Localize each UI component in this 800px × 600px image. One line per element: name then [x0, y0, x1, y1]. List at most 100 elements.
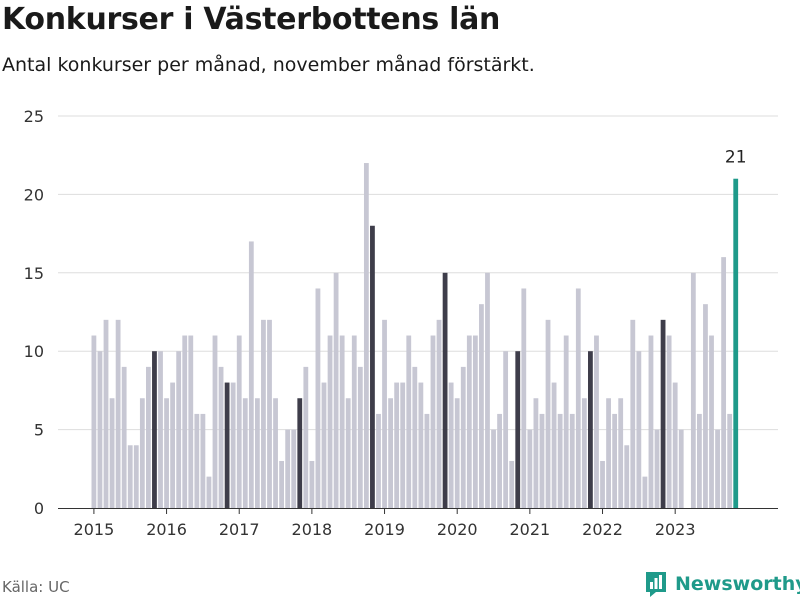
bar — [188, 335, 194, 508]
bar — [357, 366, 363, 508]
bar — [182, 335, 188, 508]
bar — [654, 429, 660, 508]
bar — [363, 163, 369, 509]
bar — [230, 382, 236, 508]
bar — [690, 272, 696, 508]
bar — [521, 288, 527, 508]
bar — [285, 429, 291, 508]
bar — [194, 413, 200, 508]
bar — [485, 272, 490, 508]
bar — [333, 272, 339, 508]
bar — [721, 257, 727, 508]
bar — [279, 460, 285, 508]
bar — [254, 398, 260, 508]
bar — [503, 351, 509, 508]
bar — [388, 398, 393, 508]
bar — [678, 429, 684, 508]
bar — [127, 445, 133, 508]
bar — [152, 351, 157, 508]
bar — [291, 429, 297, 508]
bar — [479, 304, 484, 508]
bar — [339, 335, 345, 508]
bar — [454, 398, 460, 508]
bar — [472, 335, 478, 508]
bar — [636, 351, 642, 508]
bar — [600, 460, 605, 508]
bar — [709, 335, 714, 508]
bar — [594, 335, 599, 508]
bar — [497, 413, 502, 508]
bar — [273, 398, 278, 508]
bar — [303, 366, 309, 508]
bar — [248, 241, 254, 508]
bar — [727, 413, 733, 508]
bar — [406, 335, 412, 508]
bar — [424, 413, 430, 508]
x-tick-label: 2015 — [74, 520, 115, 539]
bar — [133, 445, 139, 508]
bar — [642, 476, 648, 508]
bar — [236, 335, 242, 508]
bar — [309, 460, 315, 508]
bar — [103, 319, 109, 508]
bar — [145, 366, 151, 508]
bar — [491, 429, 496, 508]
bar — [545, 319, 551, 508]
bar — [418, 382, 424, 508]
bar — [672, 382, 678, 508]
bar — [533, 398, 539, 508]
bar — [509, 460, 515, 508]
bar — [569, 413, 575, 508]
bar — [624, 445, 630, 508]
bar — [430, 335, 436, 508]
x-tick-label: 2019 — [364, 520, 405, 539]
bar — [242, 398, 248, 508]
x-tick-label: 2016 — [146, 520, 187, 539]
chart-title: Konkurser i Västerbottens län — [2, 2, 501, 37]
bar — [703, 304, 708, 508]
bar — [612, 413, 618, 508]
bar — [551, 382, 557, 508]
bar — [139, 398, 145, 508]
bar — [436, 319, 442, 508]
bar — [630, 319, 636, 508]
x-tick-label: 2020 — [437, 520, 478, 539]
bar — [442, 272, 448, 508]
bar — [575, 288, 581, 508]
bar — [557, 413, 563, 508]
chart-subtitle: Antal konkurser per månad, november måna… — [2, 54, 535, 76]
y-tick-label: 5 — [34, 421, 44, 440]
bar — [170, 382, 176, 508]
bar — [412, 366, 418, 508]
bar — [606, 398, 611, 508]
bar — [588, 351, 593, 508]
bar — [91, 335, 97, 508]
bar — [515, 351, 521, 508]
y-tick-label: 0 — [34, 499, 44, 518]
bar — [212, 335, 218, 508]
bar — [97, 351, 103, 508]
bar — [563, 335, 569, 508]
brand-logo[interactable]: Newsworthy — [644, 570, 800, 598]
bar — [460, 366, 466, 508]
y-tick-label: 20 — [24, 185, 44, 204]
bar — [121, 366, 127, 508]
bar — [176, 351, 182, 508]
bar — [660, 319, 666, 508]
bar — [370, 225, 375, 508]
bar — [715, 429, 720, 508]
bar — [200, 413, 206, 508]
bar — [581, 398, 587, 508]
bar — [527, 429, 533, 508]
bar — [321, 382, 327, 508]
bar — [267, 319, 272, 508]
bar — [394, 382, 400, 508]
y-tick-label: 25 — [24, 107, 44, 126]
bar — [315, 288, 321, 508]
y-tick-label: 10 — [24, 342, 44, 361]
bar — [261, 319, 266, 508]
bar — [382, 319, 387, 508]
x-tick-label: 2023 — [655, 520, 696, 539]
x-tick-label: 2017 — [219, 520, 260, 539]
